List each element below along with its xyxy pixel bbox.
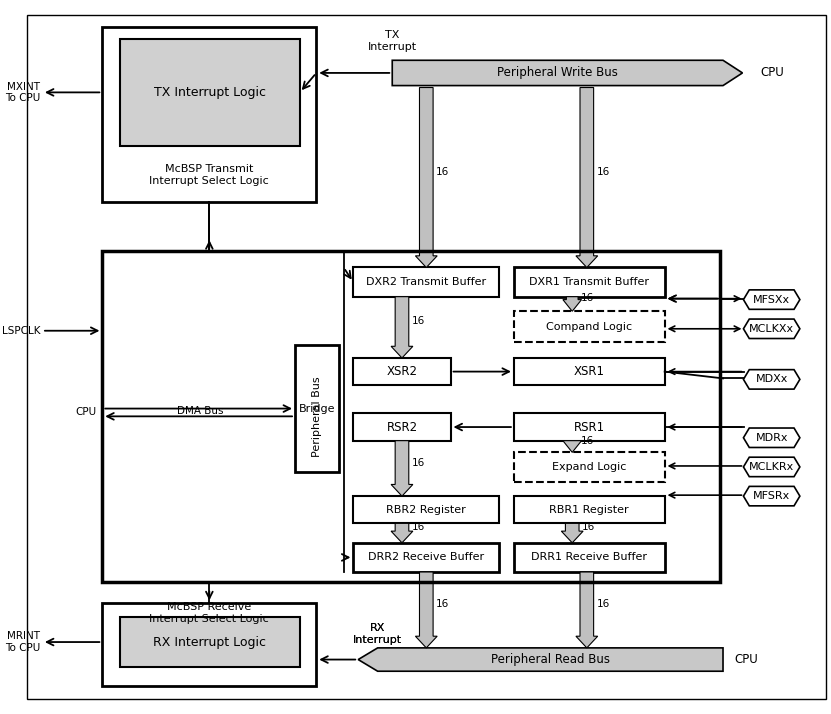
Text: CPU: CPU bbox=[735, 653, 759, 666]
Text: TX Interrupt Logic: TX Interrupt Logic bbox=[154, 86, 266, 99]
Polygon shape bbox=[744, 457, 800, 477]
FancyBboxPatch shape bbox=[514, 543, 665, 572]
Text: 16: 16 bbox=[436, 599, 450, 609]
Text: 16: 16 bbox=[581, 436, 594, 446]
FancyBboxPatch shape bbox=[514, 453, 665, 481]
Text: 16: 16 bbox=[582, 522, 595, 532]
FancyBboxPatch shape bbox=[120, 39, 300, 146]
FancyBboxPatch shape bbox=[102, 27, 317, 202]
Text: RSR1: RSR1 bbox=[573, 421, 605, 433]
FancyBboxPatch shape bbox=[353, 358, 450, 386]
FancyBboxPatch shape bbox=[102, 603, 317, 686]
Text: Peripheral Read Bus: Peripheral Read Bus bbox=[491, 653, 610, 666]
Text: 16: 16 bbox=[436, 166, 450, 176]
FancyBboxPatch shape bbox=[514, 413, 665, 441]
Polygon shape bbox=[563, 297, 582, 311]
Text: DXR1 Transmit Buffer: DXR1 Transmit Buffer bbox=[529, 277, 649, 287]
Text: RSR2: RSR2 bbox=[386, 421, 417, 433]
Text: Compand Logic: Compand Logic bbox=[546, 322, 632, 332]
Text: MCLKRx: MCLKRx bbox=[749, 462, 794, 472]
Text: MFSRx: MFSRx bbox=[753, 491, 790, 501]
Text: RBR1 Register: RBR1 Register bbox=[549, 505, 629, 515]
Polygon shape bbox=[744, 486, 800, 506]
FancyBboxPatch shape bbox=[514, 311, 665, 343]
Text: DXR2 Transmit Buffer: DXR2 Transmit Buffer bbox=[366, 277, 486, 287]
FancyBboxPatch shape bbox=[514, 496, 665, 523]
FancyBboxPatch shape bbox=[295, 346, 339, 472]
Text: MDRx: MDRx bbox=[755, 433, 788, 443]
Polygon shape bbox=[416, 88, 437, 268]
FancyBboxPatch shape bbox=[353, 268, 499, 297]
Polygon shape bbox=[744, 428, 800, 448]
Polygon shape bbox=[391, 523, 413, 543]
Text: Peripheral Write Bus: Peripheral Write Bus bbox=[497, 66, 618, 79]
FancyBboxPatch shape bbox=[353, 496, 499, 523]
Polygon shape bbox=[392, 60, 742, 86]
Text: RX
Interrupt: RX Interrupt bbox=[353, 623, 402, 645]
Text: McBSP Receive
Interrupt Select Logic: McBSP Receive Interrupt Select Logic bbox=[150, 602, 269, 623]
Text: McBSP Transmit
Interrupt Select Logic: McBSP Transmit Interrupt Select Logic bbox=[150, 164, 269, 186]
Polygon shape bbox=[576, 88, 597, 268]
FancyBboxPatch shape bbox=[514, 268, 665, 297]
Text: 16: 16 bbox=[597, 166, 610, 176]
Polygon shape bbox=[744, 290, 800, 309]
Text: MFSXx: MFSXx bbox=[753, 295, 790, 305]
Text: RBR2 Register: RBR2 Register bbox=[386, 505, 466, 515]
Text: 16: 16 bbox=[411, 522, 425, 532]
FancyBboxPatch shape bbox=[514, 358, 665, 386]
Text: RX
Interrupt: RX Interrupt bbox=[353, 623, 402, 645]
Text: RX Interrupt Logic: RX Interrupt Logic bbox=[154, 635, 267, 648]
Text: MCLKXx: MCLKXx bbox=[749, 323, 794, 333]
Polygon shape bbox=[561, 523, 583, 543]
Text: 16: 16 bbox=[597, 599, 610, 609]
Text: Expand Logic: Expand Logic bbox=[552, 462, 627, 472]
Text: DRR1 Receive Buffer: DRR1 Receive Buffer bbox=[531, 553, 647, 563]
FancyBboxPatch shape bbox=[120, 617, 300, 668]
FancyBboxPatch shape bbox=[353, 543, 499, 572]
Text: DMA Bus: DMA Bus bbox=[177, 406, 224, 416]
FancyBboxPatch shape bbox=[353, 413, 450, 441]
Polygon shape bbox=[358, 648, 723, 671]
FancyBboxPatch shape bbox=[27, 14, 826, 700]
Text: 16: 16 bbox=[581, 293, 594, 303]
Text: TX
Interrupt: TX Interrupt bbox=[367, 30, 417, 51]
Polygon shape bbox=[576, 572, 597, 648]
Polygon shape bbox=[744, 319, 800, 338]
Text: Bridge: Bridge bbox=[298, 403, 335, 413]
Polygon shape bbox=[391, 297, 413, 358]
Text: CPU: CPU bbox=[760, 66, 784, 79]
Text: MDXx: MDXx bbox=[755, 374, 788, 384]
Polygon shape bbox=[416, 572, 437, 648]
Text: MRINT
To CPU: MRINT To CPU bbox=[5, 631, 40, 653]
FancyBboxPatch shape bbox=[102, 251, 720, 582]
Text: 16: 16 bbox=[411, 458, 425, 468]
Polygon shape bbox=[391, 441, 413, 496]
Text: 16: 16 bbox=[411, 316, 425, 326]
Text: Peripheral Bus: Peripheral Bus bbox=[312, 376, 322, 457]
Text: MXINT
To CPU: MXINT To CPU bbox=[5, 81, 40, 104]
Text: DRR2 Receive Buffer: DRR2 Receive Buffer bbox=[368, 553, 484, 563]
Text: CPU: CPU bbox=[76, 408, 96, 418]
Text: LSPCLK: LSPCLK bbox=[2, 326, 40, 336]
Polygon shape bbox=[744, 370, 800, 389]
Polygon shape bbox=[563, 441, 582, 453]
Text: XSR1: XSR1 bbox=[573, 365, 605, 378]
Text: XSR2: XSR2 bbox=[386, 365, 417, 378]
